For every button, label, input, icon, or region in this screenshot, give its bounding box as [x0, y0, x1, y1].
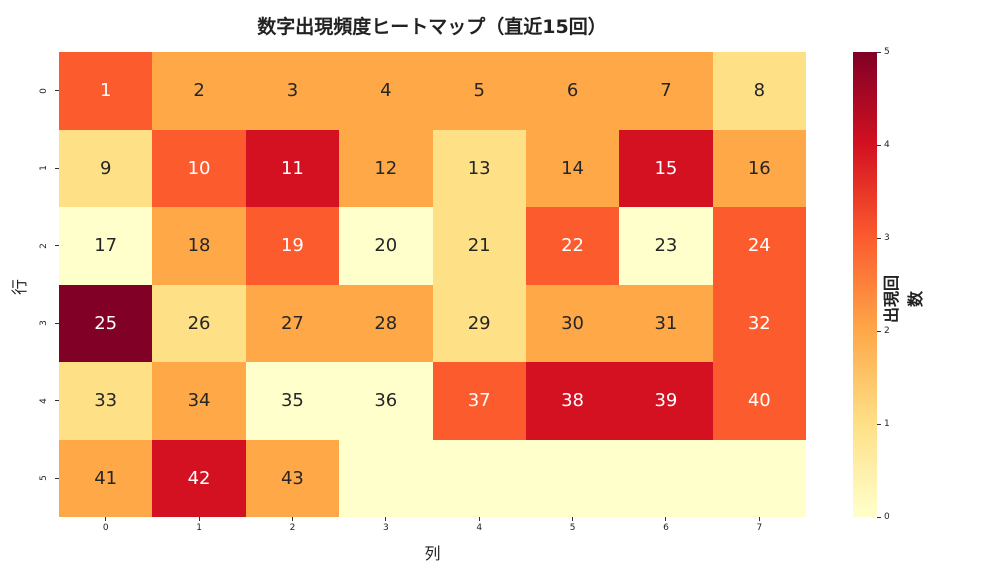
heatmap-cell: 11 — [245, 129, 340, 207]
heatmap-cell: 30 — [525, 284, 620, 362]
x-tick: 5 — [563, 517, 583, 533]
heatmap-cell: 26 — [152, 284, 246, 362]
x-axis-ticks: 0 1 2 3 4 5 6 7 — [59, 517, 806, 537]
heatmap-cell: 22 — [525, 207, 620, 285]
heatmap-cell: 16 — [712, 129, 806, 207]
heatmap-cell: 33 — [59, 362, 153, 440]
heatmap-cell: 23 — [619, 207, 713, 285]
heatmap-cell: 43 — [245, 439, 340, 517]
heatmap-cell: 8 — [712, 52, 806, 130]
heatmap-cell: 19 — [245, 207, 340, 285]
heatmap-cell: 37 — [432, 362, 526, 440]
x-tick: 2 — [282, 517, 302, 533]
heatmap-cell: 12 — [339, 129, 433, 207]
heatmap-cell: 1 — [59, 52, 153, 130]
y-axis-label: 行 — [10, 278, 30, 296]
heatmap-cell: 20 — [339, 207, 433, 285]
x-tick: 7 — [749, 517, 769, 533]
heatmap-cell: 17 — [59, 207, 153, 285]
heatmap-cell: 41 — [59, 439, 153, 517]
x-tick: 1 — [189, 517, 209, 533]
heatmap-cell — [432, 439, 526, 517]
heatmap-cell: 36 — [339, 362, 433, 440]
heatmap-cell: 38 — [525, 362, 620, 440]
heatmap-cell: 39 — [619, 362, 713, 440]
heatmap-cell: 3 — [245, 52, 340, 130]
x-axis-label: 列 — [424, 544, 441, 563]
heatmap-cell: 7 — [619, 52, 713, 130]
heatmap-cell: 27 — [245, 284, 340, 362]
heatmap-cell: 29 — [432, 284, 526, 362]
heatmap-cell: 34 — [152, 362, 246, 440]
heatmap-cell: 35 — [245, 362, 340, 440]
heatmap-cell: 32 — [712, 284, 806, 362]
colorbar-label: 出現回数 — [882, 275, 925, 324]
x-tick: 3 — [376, 517, 396, 533]
heatmap-cell: 40 — [712, 362, 806, 440]
heatmap-cell: 21 — [432, 207, 526, 285]
heatmap-cell: 5 — [432, 52, 526, 130]
chart-title: 数字出現頻度ヒートマップ（直近15回） — [257, 16, 607, 38]
heatmap-cell: 18 — [152, 207, 246, 285]
x-tick: 4 — [469, 517, 489, 533]
heatmap-cell — [619, 439, 713, 517]
heatmap-cell: 24 — [712, 207, 806, 285]
heatmap-cell: 42 — [152, 439, 246, 517]
heatmap-grid: 1 2 3 4 5 6 7 8 9 10 11 12 13 14 15 16 17 18 19 20 21 22 23 24 2… — [59, 52, 806, 517]
heatmap-cell: 25 — [59, 284, 153, 362]
heatmap-cell: 2 — [152, 52, 246, 130]
heatmap-cell: 28 — [339, 284, 433, 362]
heatmap-cell: 10 — [152, 129, 246, 207]
heatmap-cell: 9 — [59, 129, 153, 207]
x-tick: 6 — [656, 517, 676, 533]
colorbar — [853, 52, 877, 517]
heatmap-cell — [339, 439, 433, 517]
heatmap-cell: 14 — [525, 129, 620, 207]
heatmap-cell — [525, 439, 620, 517]
heatmap-cell: 6 — [525, 52, 620, 130]
heatmap-cell: 15 — [619, 129, 713, 207]
heatmap-cell: 4 — [339, 52, 433, 130]
x-tick: 0 — [96, 517, 116, 533]
heatmap-cell: 13 — [432, 129, 526, 207]
heatmap-cell — [712, 439, 806, 517]
heatmap-cell: 31 — [619, 284, 713, 362]
